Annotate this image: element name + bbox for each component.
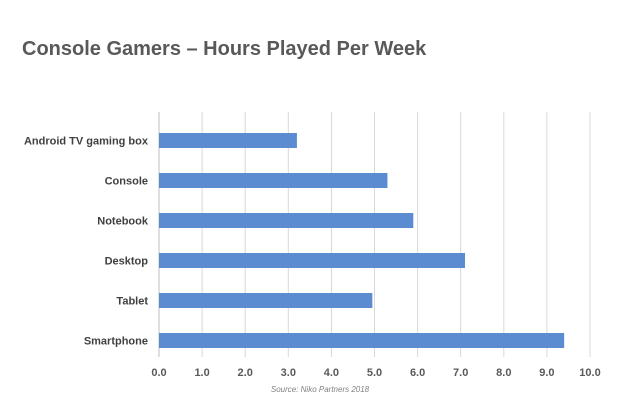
- x-tick-label: 7.0: [453, 367, 468, 379]
- x-tick-label: 2.0: [238, 367, 253, 379]
- category-label: Tablet: [116, 296, 148, 308]
- x-tick-label: 3.0: [281, 367, 296, 379]
- category-label: Console: [105, 176, 148, 188]
- bar-tablet: [159, 293, 373, 308]
- x-tick-label: 4.0: [324, 367, 339, 379]
- x-tick-label: 9.0: [539, 367, 554, 379]
- x-tick-label: 5.0: [367, 367, 382, 379]
- chart-title: Console Gamers – Hours Played Per Week: [22, 38, 427, 60]
- category-label: Notebook: [97, 216, 149, 228]
- bar-android-tv-gaming-box: [159, 133, 297, 148]
- category-label: Smartphone: [84, 336, 148, 348]
- bar-smartphone: [159, 333, 565, 348]
- x-tick-label: 8.0: [496, 367, 511, 379]
- x-tick-label: 10.0: [579, 367, 600, 379]
- category-label: Android TV gaming box: [24, 136, 149, 148]
- bar-console: [159, 173, 388, 188]
- x-tick-label: 0.0: [151, 367, 166, 379]
- category-label: Desktop: [105, 256, 149, 268]
- bar-desktop: [159, 253, 466, 268]
- x-tick-label: 6.0: [410, 367, 425, 379]
- x-tick-label: 1.0: [194, 367, 209, 379]
- source-note: Source: Niko Partners 2018: [270, 385, 370, 394]
- bar-notebook: [159, 213, 414, 228]
